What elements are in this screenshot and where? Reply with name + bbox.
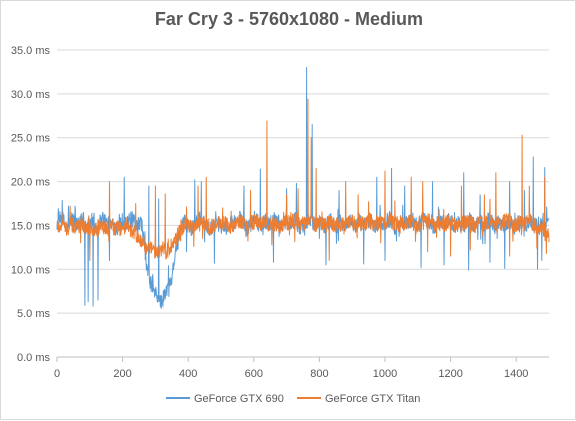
x-tick-label: 1400 (504, 368, 528, 380)
series-line-2 (56, 98, 550, 262)
x-tick-label: 200 (113, 368, 131, 380)
x-tick-label: 1000 (373, 368, 397, 380)
x-tick-label: 1200 (438, 368, 462, 380)
y-tick-label: 20.0 ms (11, 177, 51, 189)
y-tick-label: 35.0 ms (11, 45, 51, 57)
legend-label-2: GeForce GTX Titan (325, 393, 420, 405)
x-tick-label: 800 (310, 368, 328, 380)
y-tick-label: 10.0 ms (11, 264, 51, 276)
x-tick-label: 600 (245, 368, 263, 380)
x-tick-label: 0 (54, 368, 60, 380)
x-tick-label: 400 (179, 368, 197, 380)
y-tick-label: 30.0 ms (11, 89, 51, 101)
legend-label-1: GeForce GTX 690 (194, 393, 284, 405)
y-tick-label: 15.0 ms (11, 220, 51, 232)
y-tick-label: 5.0 ms (17, 308, 51, 320)
series-line-1 (56, 67, 550, 309)
y-tick-label: 0.0 ms (17, 352, 51, 364)
y-tick-label: 25.0 ms (11, 133, 51, 145)
chart-title: Far Cry 3 - 5760x1080 - Medium (154, 9, 424, 29)
